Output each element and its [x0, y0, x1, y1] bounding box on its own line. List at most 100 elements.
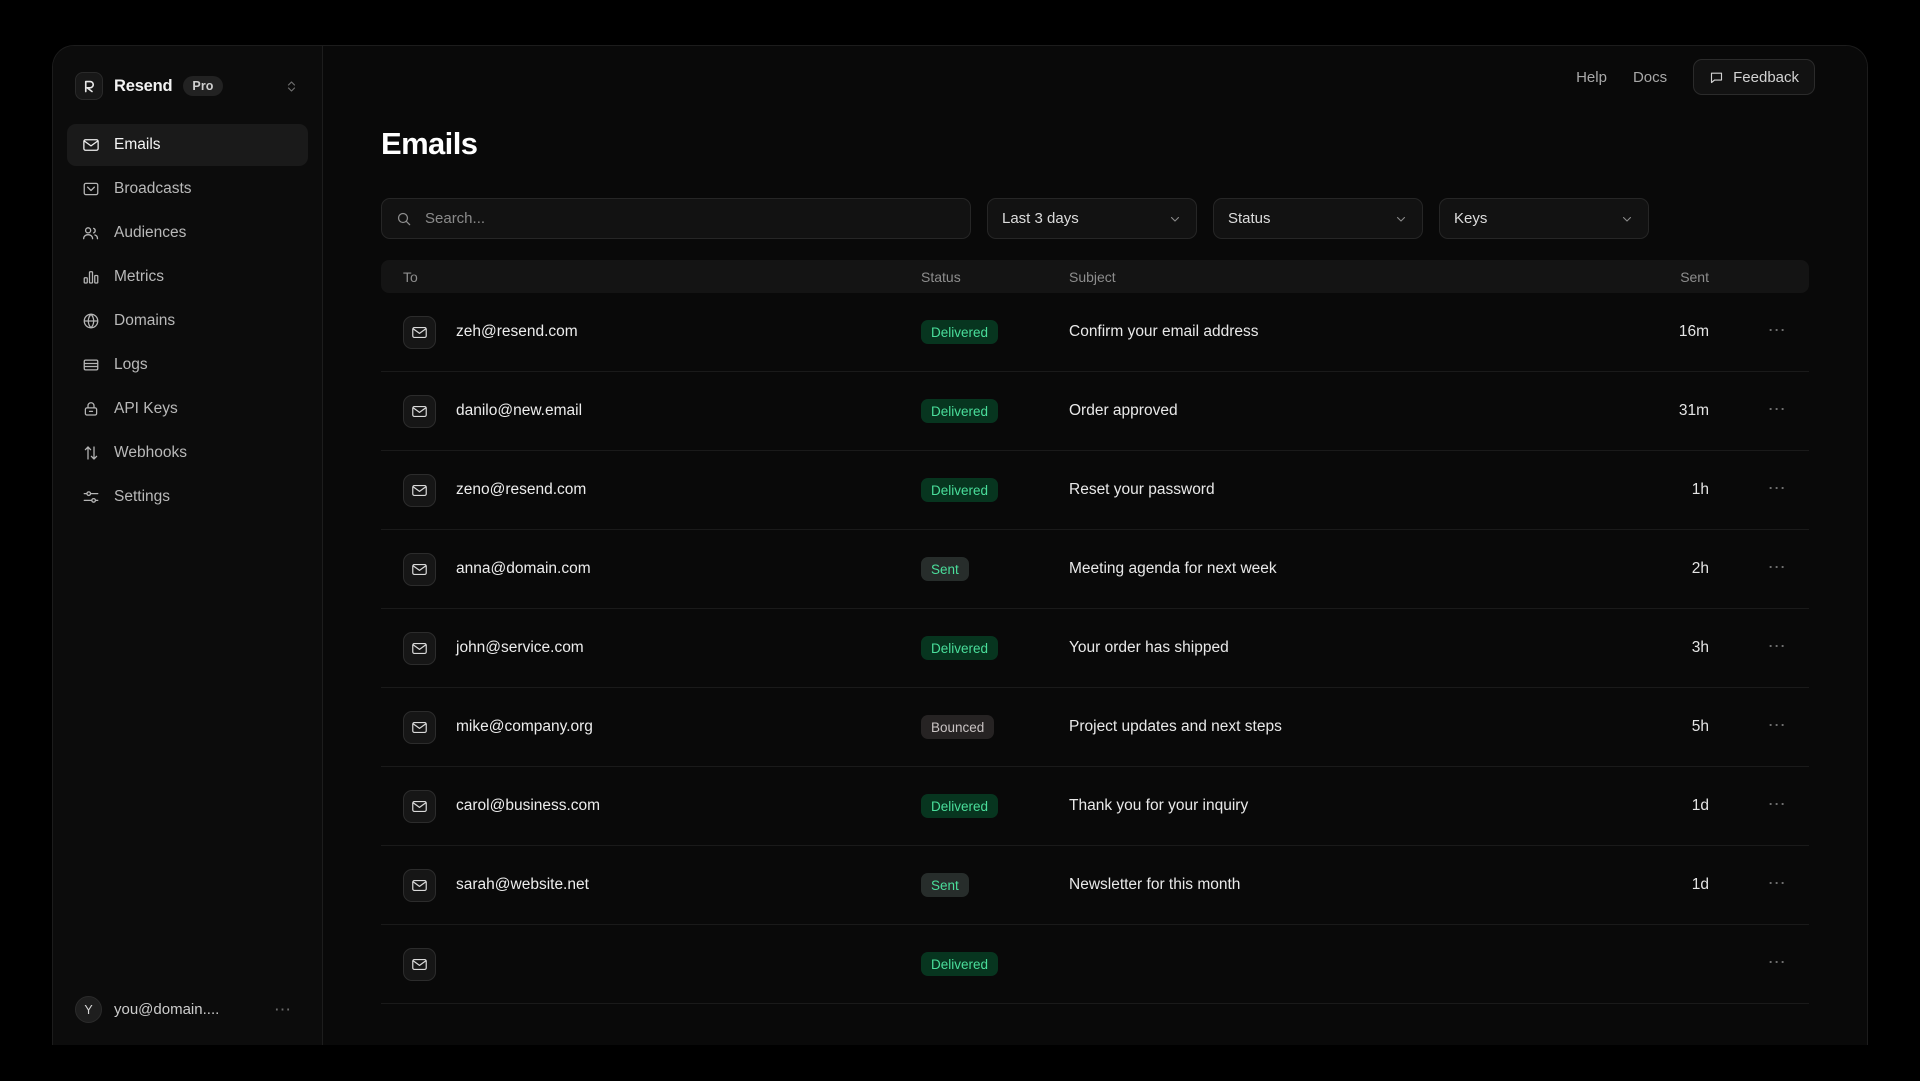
row-recipient: zeh@resend.com: [456, 323, 578, 340]
row-sent-time: 2h: [1691, 560, 1709, 577]
envelope-icon: [403, 473, 436, 507]
top-bar: Help Docs Feedback: [323, 46, 1867, 108]
sidebar-item-label: Settings: [114, 488, 171, 505]
sidebar-nav: Emails Broadcasts: [53, 116, 322, 518]
ellipsis-icon[interactable]: ⋯: [1767, 952, 1787, 972]
sidebar-item-label: Audiences: [114, 224, 187, 241]
date-range-label: Last 3 days: [1002, 210, 1079, 227]
table-row[interactable]: zeh@resend.com Delivered Confirm your emai…: [381, 293, 1809, 372]
table-header-row: To Status Subject Sent: [381, 260, 1809, 293]
sidebar-item-api-keys[interactable]: API Keys: [67, 388, 308, 430]
row-sent-time: 31m: [1678, 402, 1709, 419]
row-subject: Newsletter for this month: [1069, 876, 1241, 893]
row-subject: Reset your password: [1069, 481, 1215, 498]
search-icon: [396, 211, 412, 227]
docs-link[interactable]: Docs: [1632, 68, 1668, 86]
table-row[interactable]: john@service.com Delivered Your order has …: [381, 609, 1809, 688]
sidebar-item-audiences[interactable]: Audiences: [67, 212, 308, 254]
row-subject: Thank you for your inquiry: [1069, 797, 1249, 814]
keys-dropdown-label: Keys: [1454, 210, 1488, 227]
row-sent-time: 16m: [1678, 323, 1709, 340]
status-badge: Delivered: [921, 478, 999, 502]
column-header-subject: Subject: [1069, 268, 1116, 285]
date-range-dropdown[interactable]: Last 3 days: [987, 198, 1197, 239]
status-badge: Delivered: [921, 636, 999, 660]
row-subject: Confirm your email address: [1069, 323, 1259, 340]
ellipsis-icon[interactable]: ⋯: [1767, 557, 1787, 577]
app-window: Resend Pro Emails: [52, 45, 1868, 1045]
table-row[interactable]: anna@domain.com Sent Meeting agenda for ne…: [381, 530, 1809, 609]
ellipsis-icon[interactable]: ⋯: [274, 999, 292, 1019]
table-row[interactable]: zeno@resend.com Delivered Reset your passw…: [381, 451, 1809, 530]
feedback-button[interactable]: Feedback: [1693, 59, 1815, 95]
sidebar: Resend Pro Emails: [53, 46, 323, 1045]
column-header-status: Status: [921, 268, 961, 285]
table-row[interactable]: sarah@website.net Sent Newsletter for this…: [381, 846, 1809, 925]
row-sent-time: 1h: [1691, 481, 1709, 498]
search-field-wrapper: [381, 198, 971, 239]
envelope-icon: [403, 868, 436, 902]
status-badge: Sent: [921, 873, 969, 897]
ellipsis-icon[interactable]: ⋯: [1767, 636, 1787, 656]
ellipsis-icon[interactable]: ⋯: [1767, 794, 1787, 814]
status-badge: Delivered: [921, 399, 999, 423]
table-row[interactable]: Delivered ⋯: [381, 925, 1809, 1004]
sidebar-item-metrics[interactable]: Metrics: [67, 256, 308, 298]
row-sent-time: 3h: [1691, 639, 1709, 656]
page-title: Emails: [381, 126, 478, 161]
ellipsis-icon[interactable]: ⋯: [1767, 873, 1787, 893]
chevron-down-icon: [1168, 212, 1182, 226]
row-sent-time: 1d: [1691, 797, 1709, 814]
main-content: Help Docs Feedback Emails: [323, 46, 1867, 1045]
emails-table: To Status Subject Sent zeh@resend.com Del…: [381, 260, 1809, 1045]
row-subject: Your order has shipped: [1069, 639, 1229, 656]
sidebar-item-label: API Keys: [114, 400, 178, 417]
envelope-icon: [403, 710, 436, 744]
table-row[interactable]: carol@business.com Delivered Thank you for…: [381, 767, 1809, 846]
avatar: Y: [75, 996, 102, 1023]
table-body: zeh@resend.com Delivered Confirm your emai…: [381, 293, 1809, 1004]
status-badge: Bounced: [921, 715, 995, 739]
envelope-icon: [403, 394, 436, 428]
status-dropdown[interactable]: Status: [1213, 198, 1423, 239]
envelope-icon: [403, 947, 436, 981]
sidebar-item-webhooks[interactable]: Webhooks: [67, 432, 308, 474]
sidebar-item-emails[interactable]: Emails: [67, 124, 308, 166]
brand-name: Resend: [114, 76, 173, 95]
sidebar-item-label: Logs: [114, 356, 148, 373]
column-header-sent: Sent: [1680, 268, 1709, 285]
ellipsis-icon[interactable]: ⋯: [1767, 715, 1787, 735]
list-icon: [81, 356, 100, 375]
ellipsis-icon[interactable]: ⋯: [1767, 399, 1787, 419]
sidebar-item-label: Domains: [114, 312, 176, 329]
sidebar-item-broadcasts[interactable]: Broadcasts: [67, 168, 308, 210]
help-link[interactable]: Help: [1576, 68, 1607, 86]
search-input[interactable]: [381, 198, 971, 239]
user-email: you@domain....: [114, 1001, 220, 1018]
filter-bar: Last 3 days Status: [323, 162, 1867, 239]
row-sent-time: 1d: [1691, 876, 1709, 893]
workspace-switcher[interactable]: Resend Pro: [53, 46, 322, 116]
row-recipient: danilo@new.email: [456, 402, 583, 419]
user-account-row[interactable]: Y you@domain.... ⋯: [53, 982, 322, 1045]
sidebar-item-logs[interactable]: Logs: [67, 344, 308, 386]
sidebar-item-settings[interactable]: Settings: [67, 476, 308, 518]
resend-logo-icon: [75, 72, 103, 100]
row-subject: Order approved: [1069, 402, 1178, 419]
ellipsis-icon[interactable]: ⋯: [1767, 320, 1787, 340]
table-row[interactable]: danilo@new.email Delivered Order approved 3…: [381, 372, 1809, 451]
ellipsis-icon[interactable]: ⋯: [1767, 478, 1787, 498]
keys-dropdown[interactable]: Keys: [1439, 198, 1649, 239]
chevron-down-icon: [1620, 212, 1634, 226]
table-row[interactable]: mike@company.org Bounced Project updates a…: [381, 688, 1809, 767]
row-recipient: mike@company.org: [456, 718, 593, 735]
sidebar-item-label: Webhooks: [114, 444, 187, 461]
inbox-icon: [81, 180, 100, 199]
chevron-up-down-icon[interactable]: [285, 79, 304, 94]
arrows-updown-icon: [81, 444, 100, 463]
sidebar-item-label: Metrics: [114, 268, 164, 285]
bar-chart-icon: [81, 268, 100, 287]
feedback-label: Feedback: [1733, 68, 1799, 86]
sidebar-item-domains[interactable]: Domains: [67, 300, 308, 342]
